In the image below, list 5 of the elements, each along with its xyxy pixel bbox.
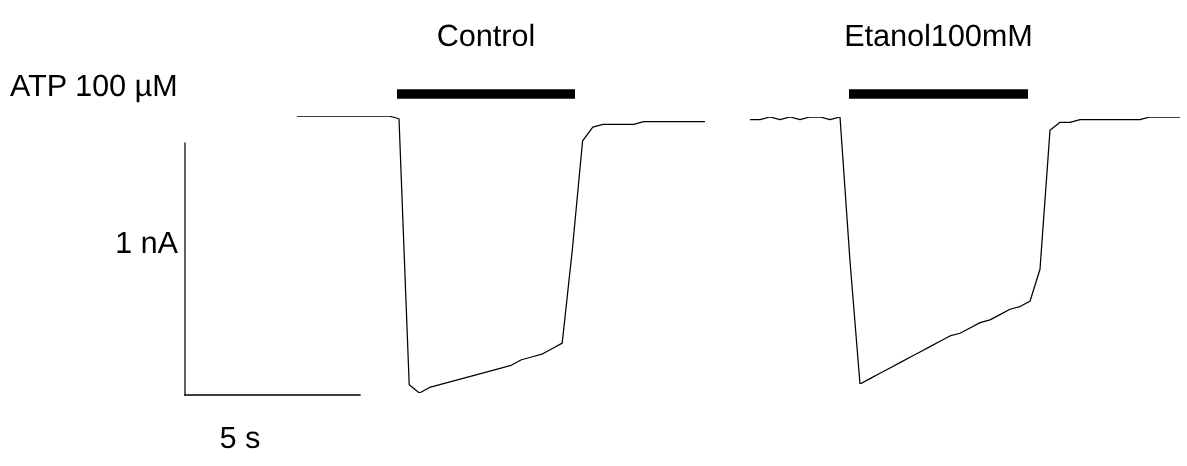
chart-title: Control bbox=[438, 23, 534, 47]
text: ATP 100 µM bbox=[10, 74, 176, 103]
chart-title: Etanol100mM bbox=[846, 23, 1031, 47]
text: 5 s bbox=[220, 426, 260, 449]
text: 1 nA bbox=[117, 231, 178, 253]
